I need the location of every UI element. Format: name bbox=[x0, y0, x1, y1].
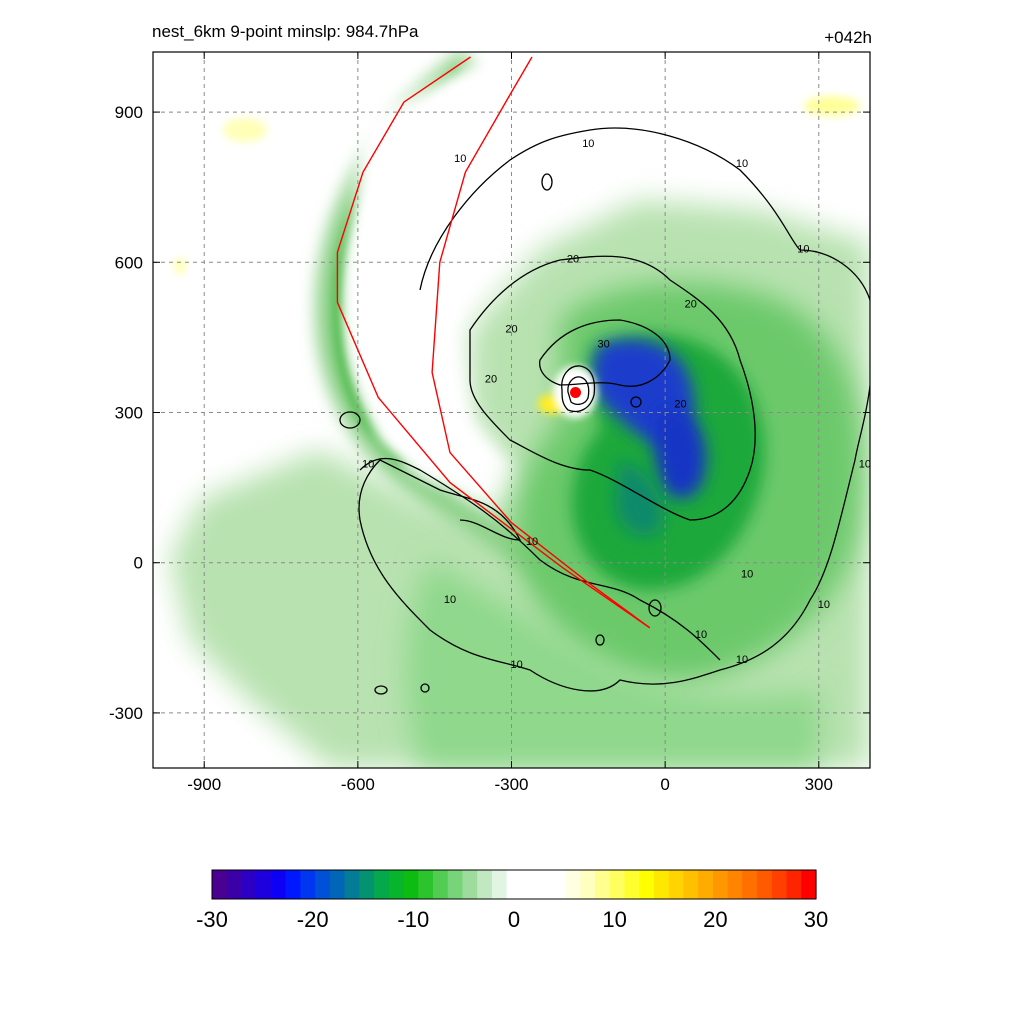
contour-label: 10 bbox=[444, 594, 456, 606]
contour-label: 20 bbox=[567, 253, 579, 265]
contour-label: 10 bbox=[736, 654, 748, 666]
contour-label: 20 bbox=[685, 298, 697, 310]
field-yellow-ne bbox=[804, 96, 860, 116]
contour-label: 10 bbox=[454, 153, 466, 165]
contour-lines bbox=[339, 127, 870, 695]
x-tick-label: -600 bbox=[341, 775, 375, 794]
y-tick-label: 900 bbox=[115, 103, 143, 122]
precip-field bbox=[170, 52, 870, 768]
x-tick-label: 300 bbox=[805, 775, 833, 794]
contour-small-4 bbox=[420, 683, 430, 693]
x-tick-label: -900 bbox=[187, 775, 221, 794]
contour-label: 20 bbox=[674, 398, 686, 410]
field-yellow-w bbox=[174, 258, 186, 274]
x-tick-label: 0 bbox=[660, 775, 669, 794]
field-white-gap bbox=[350, 60, 540, 480]
field-blue-east bbox=[654, 409, 706, 499]
contour-small-3 bbox=[374, 685, 388, 695]
forecast-hour-label: +042h bbox=[824, 28, 872, 47]
field-south-green bbox=[406, 560, 820, 768]
contour-label: 10 bbox=[362, 459, 374, 471]
contour-label: 10 bbox=[818, 599, 830, 611]
contour-10-outer bbox=[358, 127, 870, 692]
contour-label: 20 bbox=[505, 323, 517, 335]
x-tick-label: -300 bbox=[494, 775, 528, 794]
storm-center-marker bbox=[570, 386, 582, 398]
contour-label: 10 bbox=[582, 138, 594, 150]
contour-label: 10 bbox=[510, 659, 522, 671]
contour-small-7 bbox=[595, 634, 605, 646]
contour-small-6 bbox=[630, 396, 642, 408]
contour-10-west bbox=[359, 457, 721, 661]
field-teal-band bbox=[615, 460, 663, 536]
contour-label: 10 bbox=[741, 569, 753, 581]
contour-small-5 bbox=[541, 173, 553, 191]
contour-20-ring bbox=[469, 255, 756, 521]
contour-small-2 bbox=[648, 599, 662, 617]
field-yellow-nw bbox=[223, 118, 267, 142]
contour-label: 20 bbox=[485, 373, 497, 385]
y-tick-label: 0 bbox=[134, 554, 143, 573]
track-line-0 bbox=[431, 56, 651, 629]
contour-label: 30 bbox=[598, 338, 610, 350]
y-tick-label: 300 bbox=[115, 404, 143, 423]
track-lines bbox=[336, 56, 651, 629]
contour-label: 10 bbox=[797, 243, 809, 255]
contour-labels: 10 10 10 10 10 10 10 10 10 10 10 10 10 20 20 20 20 20 30 bbox=[362, 138, 871, 671]
contour-30-eye-inner bbox=[567, 376, 590, 405]
axis-ticks: -900 -600 -300 0 300 -300 0 300 600 900 bbox=[109, 52, 870, 794]
contour-20-inner bbox=[539, 319, 671, 387]
contour-label: 10 bbox=[736, 158, 748, 170]
chart-title: nest_6km 9-point minslp: 984.7hPa bbox=[152, 22, 419, 41]
y-tick-label: -300 bbox=[109, 704, 143, 723]
track-line-1 bbox=[336, 56, 651, 629]
contour-30-eye-outer bbox=[561, 365, 596, 413]
contour-label: 10 bbox=[695, 629, 707, 641]
contour-label: 10 bbox=[526, 536, 538, 548]
contour-label: 10 bbox=[859, 459, 871, 471]
y-tick-label: 600 bbox=[115, 253, 143, 272]
contour-small-1 bbox=[339, 411, 361, 429]
